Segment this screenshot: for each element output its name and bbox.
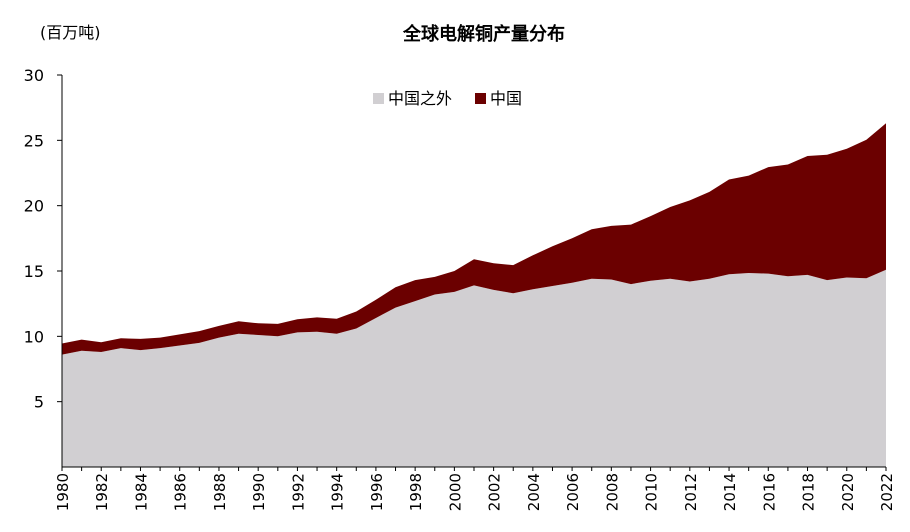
x-tick-label: 1992: [289, 473, 307, 511]
x-tick-label: 1984: [132, 473, 150, 511]
x-tick-label: 2010: [643, 473, 661, 511]
x-tick-label: 2020: [839, 473, 857, 511]
x-tick-label: 1994: [329, 473, 347, 511]
legend-swatch-china: [475, 93, 486, 104]
x-tick-label: 1990: [250, 473, 268, 511]
x-tick-label: 1982: [93, 473, 111, 511]
x-tick-label: 2018: [800, 473, 818, 511]
legend: 中国之外 中国: [373, 89, 522, 108]
chart-title: 全球电解铜产量分布: [402, 23, 565, 45]
legend-label-outside-china: 中国之外: [388, 89, 452, 108]
y-tick-label: 10: [24, 327, 44, 346]
area-series-group: [62, 123, 886, 467]
y-tick-label: 25: [24, 131, 44, 150]
legend-label-china: 中国: [490, 89, 522, 108]
y-tick-labels: 5 10 15 20 25 30: [24, 66, 44, 412]
x-tick-label: 2022: [878, 473, 896, 511]
legend-swatch-outside-china: [373, 93, 384, 104]
y-tick-label: 20: [24, 197, 44, 216]
area-series-china: [62, 123, 886, 355]
x-tick-label: 1980: [54, 473, 72, 511]
x-tick-label: 1998: [407, 473, 425, 511]
axes-group: [57, 74, 887, 471]
area-series-outside-china: [62, 269, 886, 467]
x-tick-label: 2012: [682, 473, 700, 511]
x-tick-label: 1988: [211, 473, 229, 511]
x-tick-label: 2000: [446, 473, 464, 511]
x-tick-label: 1996: [368, 473, 386, 511]
x-tick-label: 2002: [486, 473, 504, 511]
y-unit-label: (百万吨): [40, 23, 101, 42]
x-tick-label: 2004: [525, 473, 543, 511]
y-tick-label: 30: [24, 66, 44, 85]
x-tick-label: 2006: [564, 473, 582, 511]
x-tick-label: 2016: [760, 473, 778, 511]
y-tick-label: 5: [34, 393, 44, 412]
x-tick-label: 1986: [172, 473, 190, 511]
y-tick-label: 15: [24, 262, 44, 281]
x-tick-label: 2014: [721, 473, 739, 511]
x-tick-labels: 1980 1982 1984 1986 1988 1990 1992 1994 1996 1998…: [54, 473, 896, 511]
x-tick-label: 2008: [603, 473, 621, 511]
